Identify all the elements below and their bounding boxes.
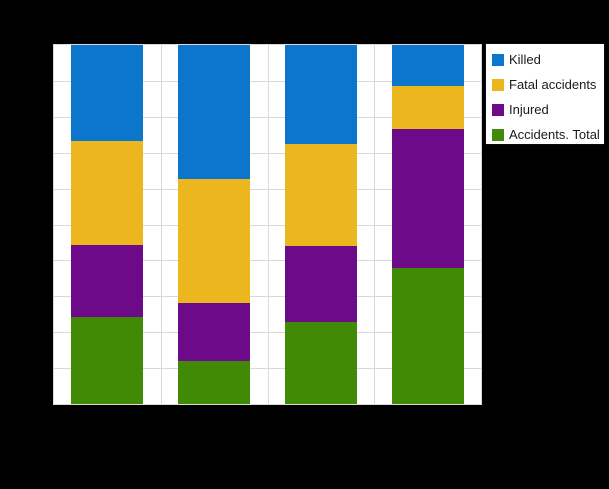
y-gridline [54,189,481,190]
x-gridline [161,45,162,404]
bar-segment-accidents-total [71,317,144,404]
bar-segment-fatal-accidents [71,140,144,245]
stacked-bar [284,45,357,404]
y-gridline [54,117,481,118]
legend-swatch-icon [492,103,504,116]
x-gridline [374,45,375,404]
bar-segment-accidents-total [284,322,357,404]
y-gridline [54,260,481,261]
x-gridline [268,45,269,404]
y-gridline [54,225,481,226]
stacked-bar [178,45,251,404]
bar-segment-killed [391,45,464,86]
legend-item: Injured [492,97,604,122]
legend-swatch-icon [492,128,504,141]
bar-segment-fatal-accidents [178,178,251,303]
legend-item-label: Accidents. Total [509,127,600,142]
y-gridline [54,332,481,333]
y-gridline [54,296,481,297]
bar-segment-killed [71,45,144,141]
legend-item-label: Killed [509,52,541,67]
bar-segment-injured [284,246,357,323]
y-gridline [54,81,481,82]
bar-segment-killed [178,45,251,179]
legend-item-label: Fatal accidents [509,77,597,92]
bar-segment-accidents-total [391,267,464,404]
legend-item: Killed [492,47,604,72]
y-gridline [54,153,481,154]
bar-segment-fatal-accidents [284,144,357,247]
bar-segment-injured [71,244,144,318]
legend-item: Fatal accidents [492,72,604,97]
legend-swatch-icon [492,78,504,91]
y-gridline [54,368,481,369]
legend-item-label: Injured [509,102,549,117]
legend: Killed Fatal accidents Injured Accidents. T… [485,43,605,145]
bar-segment-injured [178,302,251,361]
stacked-bar [71,45,144,404]
bar-segment-injured [391,129,464,268]
bar-segment-killed [284,45,357,145]
legend-swatch-icon [492,53,504,66]
legend-item: Accidents. Total [492,122,604,147]
bar-segment-fatal-accidents [391,85,464,129]
bar-segment-accidents-total [178,360,251,404]
stacked-bar [391,45,464,404]
plot-area [53,44,482,405]
